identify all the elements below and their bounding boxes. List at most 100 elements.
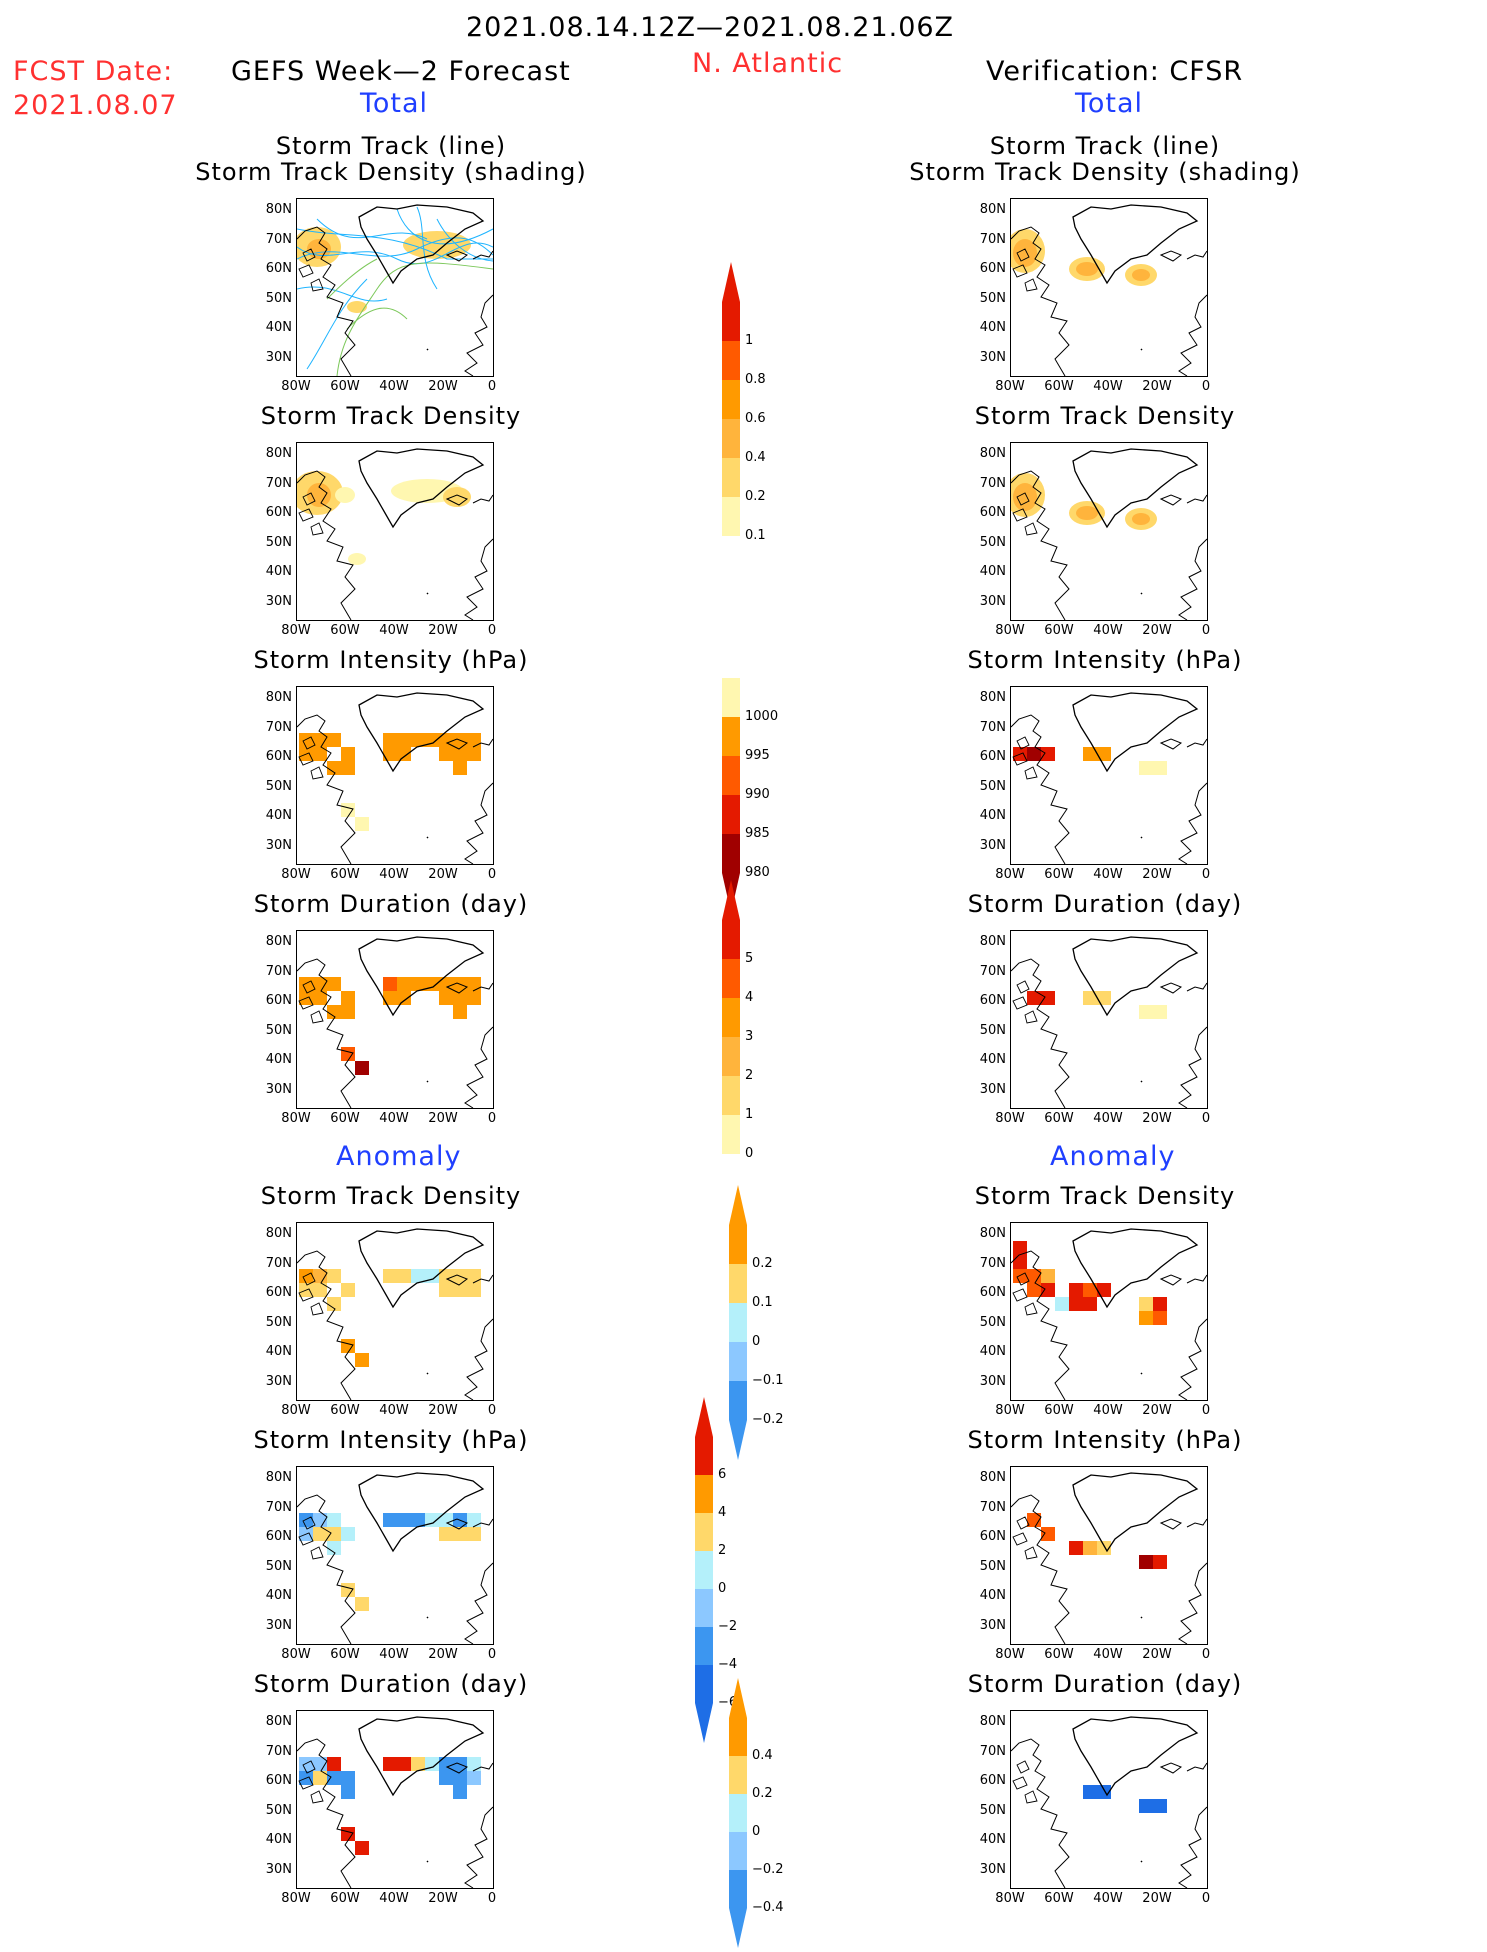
lon-tick-label: 20W xyxy=(428,1647,458,1662)
right-total-label: Total xyxy=(1075,88,1144,119)
lon-tick-label: 0 xyxy=(487,1111,497,1126)
lat-tick-label: 50N xyxy=(979,290,1006,306)
lat-tick-label: 60N xyxy=(979,1529,1006,1544)
grid-cell xyxy=(341,1283,355,1297)
grid-cell xyxy=(341,991,355,1005)
lon-tick-label: 60W xyxy=(1044,1111,1074,1126)
lon-tick-label: 40W xyxy=(1093,1647,1123,1662)
grid-cell xyxy=(411,1269,425,1283)
grid-cell xyxy=(313,1283,327,1297)
lat-tick-label: 40N xyxy=(979,1052,1006,1067)
grid-cell xyxy=(467,991,481,1005)
grid-cell xyxy=(1069,1541,1083,1555)
lon-tick-label: 40W xyxy=(379,623,409,638)
colorbar-segment xyxy=(695,1665,713,1703)
colorbar-label: 985 xyxy=(745,826,770,841)
colorbar-label: 4 xyxy=(718,1505,727,1520)
grid-cell xyxy=(1041,1527,1055,1541)
grid-cell xyxy=(1139,761,1153,775)
lon-tick-label: 80W xyxy=(281,379,311,394)
density-blob xyxy=(335,487,355,503)
left-track-map xyxy=(296,198,494,377)
grid-cell xyxy=(327,1269,341,1283)
lat-tick-label: 70N xyxy=(979,1499,1006,1515)
left-duration-map xyxy=(296,930,494,1109)
lat-tick-label: 80N xyxy=(979,1714,1006,1729)
lon-tick-label: 20W xyxy=(1142,1891,1172,1906)
colorbar-label: −0.4 xyxy=(752,1900,784,1915)
lat-tick-label: 60N xyxy=(265,261,292,276)
colorbar-segment xyxy=(722,717,740,756)
anomaly-density-colorbar xyxy=(729,1185,747,1464)
lon-tick-label: 0 xyxy=(1201,623,1211,638)
lon-tick-label: 40W xyxy=(379,1647,409,1662)
grid-cell xyxy=(439,733,453,747)
left-panel-title: Storm Track Density (shading) xyxy=(195,158,587,186)
right-a_duration-map xyxy=(1010,1710,1208,1889)
grid-cell xyxy=(1153,1799,1167,1813)
grid-cell xyxy=(327,1527,341,1541)
lon-tick-label: 40W xyxy=(1093,867,1123,882)
colorbar-top-arrow xyxy=(729,1185,747,1225)
right-panel-title: Storm Intensity (hPa) xyxy=(967,646,1243,674)
grid-cell xyxy=(411,1757,425,1771)
lon-tick-label: 60W xyxy=(330,623,360,638)
grid-cell xyxy=(1083,1785,1097,1799)
lat-tick-label: 50N xyxy=(265,1022,292,1038)
colorbar-segment xyxy=(695,1589,713,1627)
duration-colorbar xyxy=(722,880,740,1158)
lat-tick-label: 50N xyxy=(979,534,1006,550)
grid-cell xyxy=(355,1841,369,1855)
left-total-label: Total xyxy=(360,88,429,119)
grid-cell xyxy=(467,733,481,747)
grid-cell xyxy=(397,1513,411,1527)
grid-cell xyxy=(1041,1269,1055,1283)
lon-tick-label: 40W xyxy=(379,1403,409,1418)
colorbar-segment xyxy=(729,1756,747,1794)
grid-cell xyxy=(383,977,397,991)
region-label: N. Atlantic xyxy=(692,48,844,79)
fcst-label: FCST Date: xyxy=(13,56,174,87)
lat-tick-label: 80N xyxy=(265,690,292,705)
colorbar-segment xyxy=(695,1551,713,1589)
colorbar-label: 990 xyxy=(745,787,770,802)
grid-cell xyxy=(453,1005,467,1019)
grid-cell xyxy=(327,1513,341,1527)
grid-cell xyxy=(1027,747,1041,761)
lat-tick-label: 50N xyxy=(265,1314,292,1330)
lat-tick-label: 50N xyxy=(265,1802,292,1818)
right-a_intensity-map xyxy=(1010,1466,1208,1645)
grid-cell xyxy=(467,1771,481,1785)
lat-tick-label: 70N xyxy=(265,231,292,247)
lon-tick-label: 80W xyxy=(995,623,1025,638)
colorbar-label: 995 xyxy=(745,748,770,763)
grid-cell xyxy=(1083,1283,1097,1297)
lat-tick-label: 40N xyxy=(979,564,1006,579)
colorbar-label: 0 xyxy=(745,1146,754,1161)
lon-tick-label: 40W xyxy=(1093,623,1123,638)
lon-tick-label: 60W xyxy=(1044,1891,1074,1906)
lon-tick-label: 80W xyxy=(281,623,311,638)
colorbar-segment xyxy=(729,1832,747,1870)
grid-cell xyxy=(397,747,411,761)
lon-tick-label: 0 xyxy=(487,379,497,394)
colorbar-label: 0.6 xyxy=(745,411,766,426)
lon-tick-label: 40W xyxy=(379,379,409,394)
lon-tick-label: 0 xyxy=(1201,1403,1211,1418)
grid-cell xyxy=(1083,991,1097,1005)
colorbar-label: 0.4 xyxy=(745,450,766,465)
colorbar-segment xyxy=(695,1475,713,1513)
lon-tick-label: 20W xyxy=(1142,1647,1172,1662)
grid-cell xyxy=(1097,747,1111,761)
left-panel-title: Storm Intensity (hPa) xyxy=(253,1426,529,1454)
lat-tick-label: 60N xyxy=(265,993,292,1008)
lat-tick-label: 70N xyxy=(979,963,1006,979)
colorbar-label: 6 xyxy=(718,1467,727,1482)
lat-tick-label: 80N xyxy=(265,1226,292,1241)
density-colorbar xyxy=(722,262,740,540)
lat-tick-label: 80N xyxy=(979,690,1006,705)
grid-cell xyxy=(467,1757,481,1771)
left-panel-title: Storm Track (line) xyxy=(275,132,507,160)
lon-tick-label: 80W xyxy=(281,1403,311,1418)
left-a_duration-map xyxy=(296,1710,494,1889)
